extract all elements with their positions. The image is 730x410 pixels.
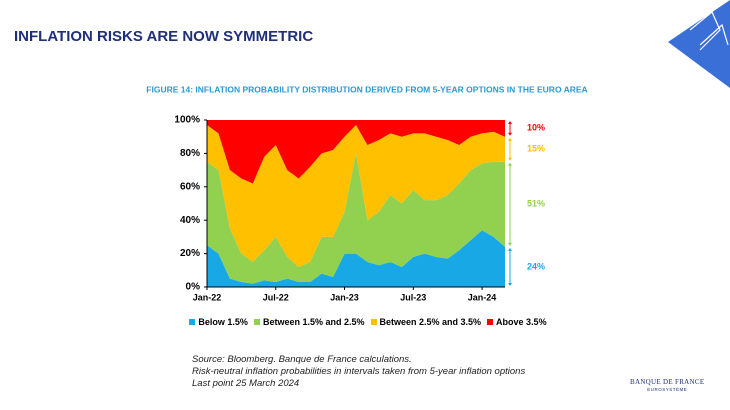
legend-item: Between 1.5% and 2.5% (253, 317, 365, 327)
arrow-head (508, 132, 512, 136)
legend: Below 1.5% Between 1.5% and 2.5% Between 2… (0, 317, 730, 327)
source-line: Source: Bloomberg. Banque de France calc… (192, 354, 412, 365)
arrow-head (508, 157, 512, 161)
arrow-head (508, 162, 512, 166)
end-label: 51% (527, 199, 545, 209)
y-tick-label: 100% (174, 115, 200, 126)
legend-swatch (370, 319, 377, 325)
source-line: Risk-neutral inflation probabilities in … (192, 366, 526, 377)
decoration (668, 0, 730, 88)
decoration (689, 11, 721, 51)
y-tick-label: 80% (180, 148, 200, 159)
x-tick-label: Jan-24 (468, 292, 497, 302)
source: Source: Bloomberg. Banque de France calc… (192, 354, 525, 390)
x-tick-label: Jan-22 (193, 292, 222, 302)
area (207, 153, 505, 284)
decoration (699, 23, 729, 46)
chart-title: FIGURE 14: INFLATION PROBABILITY DISTRIB… (146, 84, 587, 94)
legend-item: Above 3.5% (487, 317, 547, 327)
legend-label: Above 3.5% (496, 317, 547, 327)
y-tick-label: 60% (180, 181, 200, 192)
arrow-head (508, 242, 512, 246)
arrow-head (508, 283, 512, 286)
slide-title: INFLATION RISKS ARE NOW SYMMETRIC (14, 28, 314, 45)
logo-sub: EUROSYSTÈME (647, 387, 688, 392)
end-label: 15% (527, 144, 545, 154)
legend-label: Between 1.5% and 2.5% (262, 317, 365, 327)
x-tick-label: Jul-23 (400, 292, 426, 302)
end-label: 24% (527, 261, 545, 271)
legend-label: Between 2.5% and 3.5% (379, 317, 482, 327)
legend-swatch (253, 319, 260, 325)
x-tick-label: Jan-23 (330, 292, 359, 302)
area (207, 230, 505, 287)
arrow-head (508, 137, 512, 141)
end-label: 10% (527, 123, 545, 133)
legend-item: Between 2.5% and 3.5% (370, 317, 482, 327)
arrow-head (508, 247, 512, 251)
y-tick-label: 0% (186, 282, 201, 293)
y-tick-label: 20% (180, 248, 200, 259)
legend-label: Below 1.5% (198, 317, 248, 327)
y-tick-label: 40% (180, 215, 200, 226)
area (207, 120, 505, 184)
arrow-head (508, 121, 512, 124)
area (207, 125, 505, 267)
legend-swatch (189, 319, 196, 325)
legend-swatch (487, 319, 494, 325)
source-line: Last point 25 March 2024 (192, 378, 300, 389)
x-tick-label: Jul-22 (263, 292, 289, 302)
logo-text: BANQUE DE FRANCE (630, 378, 705, 386)
legend-item: Below 1.5% (189, 317, 248, 327)
logo: BANQUE DE FRANCE EUROSYSTÈME (630, 378, 704, 392)
